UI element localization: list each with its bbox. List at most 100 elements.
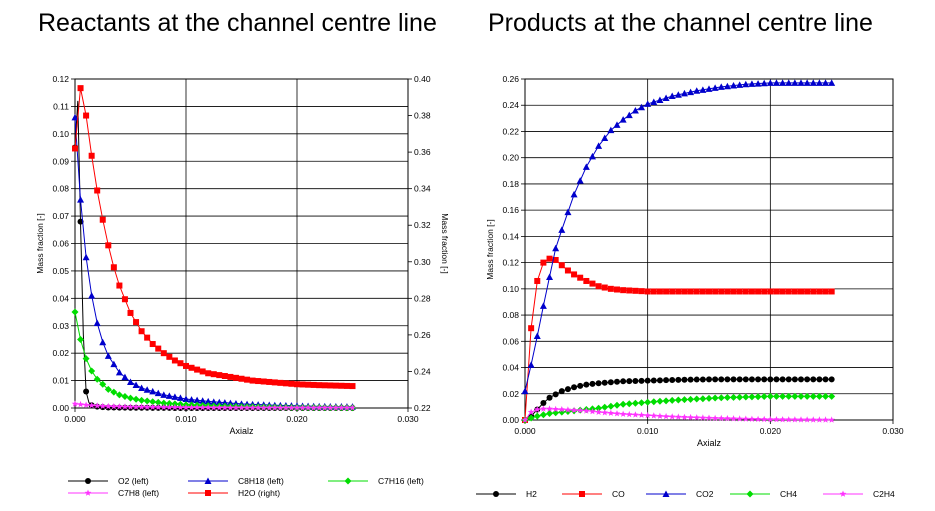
data-point-ch4 — [772, 392, 780, 400]
data-point-c8h18 — [110, 360, 118, 368]
x-tick-label: 0.030 — [397, 414, 419, 424]
legend-label-h2: H2 — [526, 489, 537, 499]
y-tick-label: 0.12 — [52, 74, 69, 84]
data-point-h2o — [171, 357, 178, 364]
data-point-co — [601, 284, 608, 291]
legend-marker-o2 — [85, 478, 91, 484]
data-point-co — [681, 288, 688, 295]
legend-marker-c7h16 — [344, 477, 352, 485]
data-point-o2 — [83, 388, 90, 395]
data-point-c7h8 — [254, 404, 262, 411]
data-point-c7h8 — [249, 404, 256, 411]
y-tick-label: 0.02 — [52, 348, 69, 358]
data-point-h2 — [577, 382, 584, 389]
data-point-h2o — [332, 382, 339, 389]
data-point-h2o — [277, 379, 284, 386]
y-right-tick-label: 0.36 — [414, 147, 431, 157]
y-tick-label: 0.10 — [52, 129, 69, 139]
series-line-co — [524, 258, 832, 421]
y-tick-label: 0.02 — [502, 389, 519, 399]
data-point-co — [540, 259, 547, 266]
data-point-co — [571, 271, 578, 278]
data-point-h2o — [294, 381, 300, 388]
data-point-c2h4 — [558, 406, 566, 413]
data-point-c7h8 — [149, 403, 156, 410]
y-right-tick-label: 0.24 — [414, 366, 431, 376]
data-point-c2h4 — [828, 416, 835, 423]
data-point-c7h16 — [88, 367, 96, 375]
data-point-co2 — [687, 88, 695, 96]
data-point-c8h18 — [165, 392, 173, 399]
data-point-h2o — [99, 216, 106, 223]
data-point-h2 — [663, 377, 670, 384]
data-point-c8h18 — [215, 398, 223, 406]
data-point-h2 — [571, 384, 578, 391]
data-point-ch4 — [760, 393, 768, 401]
data-point-co2 — [650, 98, 658, 105]
data-point-c2h4 — [822, 416, 829, 423]
data-point-co — [718, 288, 725, 295]
data-point-co2 — [533, 332, 541, 340]
data-point-ch4 — [723, 394, 731, 402]
data-point-c7h8 — [238, 404, 245, 411]
data-point-co2 — [772, 79, 780, 86]
data-point-ch4 — [809, 392, 817, 400]
data-point-ch4 — [705, 394, 713, 402]
data-point-co2 — [748, 80, 756, 87]
x-axis-label: Axialz — [697, 438, 722, 448]
data-point-c7h16 — [121, 392, 129, 400]
data-point-c7h8 — [132, 403, 140, 410]
data-point-ch4 — [736, 393, 744, 401]
data-point-c8h18 — [127, 378, 134, 385]
data-point-c2h4 — [527, 408, 535, 415]
data-point-h2o — [116, 282, 123, 289]
y-right-axis-label: Mass fraction [-] — [440, 213, 450, 273]
data-point-c7h16 — [154, 398, 162, 406]
data-point-c7h8 — [199, 404, 206, 411]
data-point-c2h4 — [613, 410, 621, 417]
data-point-c7h8 — [93, 402, 101, 409]
data-point-co — [632, 287, 639, 294]
data-point-c2h4 — [785, 416, 793, 423]
data-point-co — [558, 262, 565, 269]
y-tick-label: 0.01 — [52, 376, 69, 386]
y-right-tick-label: 0.40 — [414, 74, 431, 84]
data-point-ch4 — [730, 393, 738, 401]
data-point-co — [755, 288, 762, 295]
data-point-c7h8 — [188, 404, 195, 411]
data-point-h2o — [194, 366, 201, 373]
data-point-c2h4 — [662, 412, 670, 420]
data-point-c2h4 — [742, 415, 750, 422]
y-tick-label: 0.26 — [502, 74, 519, 84]
data-point-h2o — [121, 296, 128, 303]
data-point-ch4 — [546, 409, 554, 417]
data-point-co — [638, 288, 645, 295]
data-point-c2h4 — [601, 409, 609, 416]
data-point-co2 — [779, 79, 787, 86]
x-tick-label: 0.010 — [637, 426, 659, 436]
data-point-c7h8 — [171, 403, 179, 411]
data-point-h2o — [310, 381, 317, 388]
data-point-c7h8 — [99, 402, 107, 409]
data-point-h2o — [316, 382, 323, 389]
data-point-h2 — [712, 376, 719, 383]
data-point-h2o — [188, 364, 195, 371]
y-right-tick-label: 0.38 — [414, 111, 431, 121]
data-point-ch4 — [631, 399, 639, 407]
legend-marker-co2 — [662, 490, 670, 497]
data-point-c2h4 — [797, 416, 805, 423]
data-point-h2o — [305, 381, 312, 388]
data-point-h2o — [144, 334, 151, 341]
data-point-h2o — [199, 368, 206, 375]
data-point-c7h8 — [271, 404, 279, 411]
data-point-c7h8 — [138, 403, 145, 410]
data-point-co2 — [656, 96, 664, 103]
data-point-c7h8 — [265, 404, 273, 411]
y-tick-label: 0.22 — [502, 126, 519, 136]
data-point-c7h8 — [182, 404, 190, 411]
data-point-h2 — [699, 376, 706, 383]
y-tick-label: 0.06 — [502, 336, 519, 346]
y-tick-label: 0.00 — [502, 415, 519, 425]
data-point-h2o — [271, 379, 278, 386]
data-point-h2 — [742, 376, 749, 383]
